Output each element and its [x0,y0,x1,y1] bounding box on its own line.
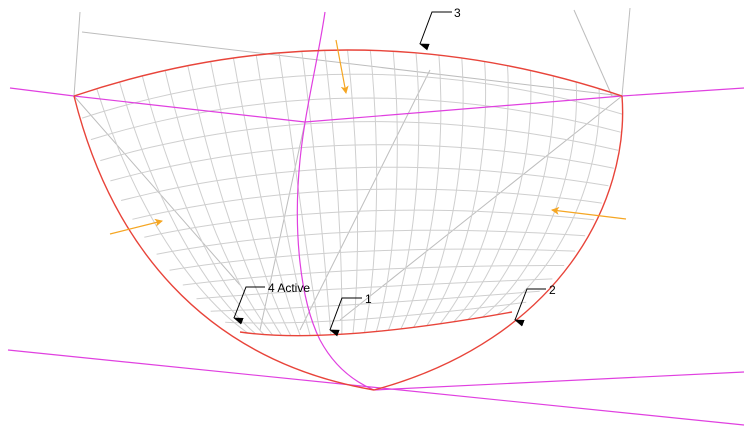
mesh-line [387,52,420,331]
mesh-line [375,51,398,332]
mesh-line [81,73,623,119]
boundary-curve-right [373,95,624,391]
mesh-line [413,57,464,328]
boundary-curve-top [73,49,623,97]
mesh-line [400,55,442,330]
surface-mesh [81,49,623,336]
leader-arrow-icon [419,11,452,51]
leader-arrow-icon [233,286,265,325]
direction-arrow-icon [335,39,349,94]
curve-label-1[interactable]: 1 [365,292,372,306]
boundary-curve-bottom [239,311,513,337]
mesh-line [467,75,555,320]
boundary-curve-left [73,95,375,391]
mesh-line [364,50,378,333]
mesh-line [156,229,586,255]
mesh-line [144,209,595,238]
leader-arrow-icon [514,288,546,327]
curve-label-3[interactable]: 3 [454,6,461,20]
label-leaders [233,11,546,337]
mesh-line [225,301,527,324]
direction-arrow-icon [551,206,627,220]
direction-arrows [109,39,627,235]
curve-label-2[interactable]: 2 [549,283,556,297]
mesh-line [132,188,602,220]
mesh-line [347,49,358,334]
mesh-line [169,248,576,271]
direction-arrow-icon [109,218,163,235]
construction-lines [7,11,745,426]
boundary-curves [73,49,624,391]
leader-arrow-icon [329,297,362,337]
mesh-line [90,97,621,141]
mesh-line [196,278,553,300]
mesh-line [110,144,614,182]
curve-label-4-active[interactable]: 4 Active [268,281,310,295]
mesh-line [100,121,619,162]
mesh-line [182,265,565,286]
mesh-line [481,81,577,318]
mesh-line [120,166,609,201]
mesh-line [210,290,540,312]
